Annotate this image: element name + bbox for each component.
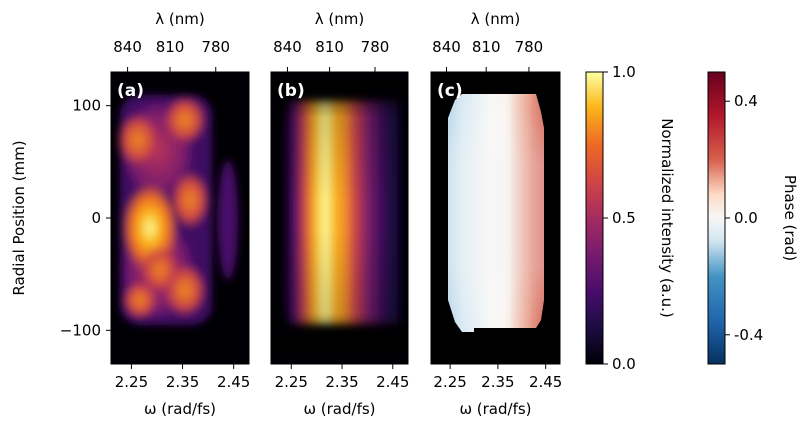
x-tick-label: 2.25 — [433, 373, 466, 391]
panel-b-label: (b) — [277, 81, 305, 101]
x-tick-label: 2.25 — [115, 373, 148, 391]
intensity-colorbar-gradient — [585, 71, 604, 365]
panel-a-intensity-map — [116, 95, 238, 325]
x-tick-label: 2.45 — [217, 373, 250, 391]
y-tick-label: −100 — [60, 321, 101, 339]
top-axis-title: λ (nm) — [315, 10, 364, 28]
top-tick-label: 840 — [273, 38, 302, 56]
phase-colorbar-label: Phase (rad) — [781, 175, 799, 261]
x-tick-label: 2.45 — [376, 373, 409, 391]
panel-c-axes: 2.25 2.35 2.45 ω (rad/fs) 840 810 780 λ (nm) — [430, 10, 562, 418]
x-tick-label: 2.25 — [275, 373, 308, 391]
top-tick-label: 840 — [113, 38, 142, 56]
top-tick-label: 780 — [201, 38, 230, 56]
panel-a: (a) 2.25 2.35 2.45ω (rad/fs) 840 810 780 λ (nm… — [60, 10, 251, 418]
colorbar-tick-label: 0.5 — [612, 209, 636, 227]
plot-frame — [270, 71, 409, 365]
panel-c: (c) 2.25 2.35 2.45 ω (rad/fs) 840 810 780 λ (nm… — [430, 10, 562, 418]
phase-colorbar-gradient — [707, 71, 726, 365]
intensity-colorbar: 0.0 0.5 1.0 Normalized intensity (a.u.) — [585, 63, 676, 373]
x-tick-label: 2.35 — [166, 373, 199, 391]
panel-b-axes: 2.25 2.35 2.45ω (rad/fs) 840 810 780 λ (nm) — [270, 10, 409, 418]
x-axis-title: ω (rad/fs) — [144, 400, 216, 418]
x-axis-title: ω (rad/fs) — [459, 400, 531, 418]
y-axis-title: Radial Position (mm) — [10, 140, 28, 295]
top-tick-label: 810 — [156, 38, 185, 56]
top-tick-label: 780 — [361, 38, 390, 56]
top-tick-label: 780 — [515, 38, 544, 56]
colorbar-tick-label: 1.0 — [612, 63, 636, 81]
panel-c-label: (c) — [437, 81, 463, 101]
y-tick-label: 0 — [91, 209, 101, 227]
intensity-colorbar-ticks: 0.0 0.5 1.0 — [603, 63, 636, 373]
colorbar-tick-label: -0.4 — [734, 326, 763, 344]
plot-frame — [430, 71, 561, 365]
panel-a-label: (a) — [117, 81, 144, 101]
panel-a-axes: 2.25 2.35 2.45ω (rad/fs) 840 810 780 λ (nm) −10… — [60, 10, 251, 418]
top-tick-label: 840 — [432, 38, 461, 56]
top-axis-title: λ (nm) — [471, 10, 520, 28]
colorbar-tick-label: 0.0 — [734, 209, 758, 227]
top-tick-label: 810 — [315, 38, 344, 56]
top-tick-label: 810 — [472, 38, 501, 56]
intensity-colorbar-label: Normalized intensity (a.u.) — [658, 118, 676, 318]
x-axis-title: ω (rad/fs) — [303, 400, 375, 418]
panel-c-phase-map — [448, 94, 544, 332]
x-tick-label: 2.35 — [325, 373, 358, 391]
phase-colorbar: -0.4 0.0 0.4 Phase (rad) — [707, 71, 799, 365]
x-tick-label: 2.35 — [481, 373, 514, 391]
y-tick-label: 100 — [72, 97, 101, 115]
top-axis-title: λ (nm) — [155, 10, 204, 28]
colorbar-tick-label: 0.4 — [734, 92, 758, 110]
phase-colorbar-ticks: -0.4 0.0 0.4 — [725, 92, 763, 344]
colorbar-tick-label: 0.0 — [612, 355, 636, 373]
x-tick-label: 2.45 — [529, 373, 562, 391]
panel-b: (b) 2.25 2.35 2.45ω (rad/fs) 840 810 780 λ (nm… — [270, 10, 409, 418]
